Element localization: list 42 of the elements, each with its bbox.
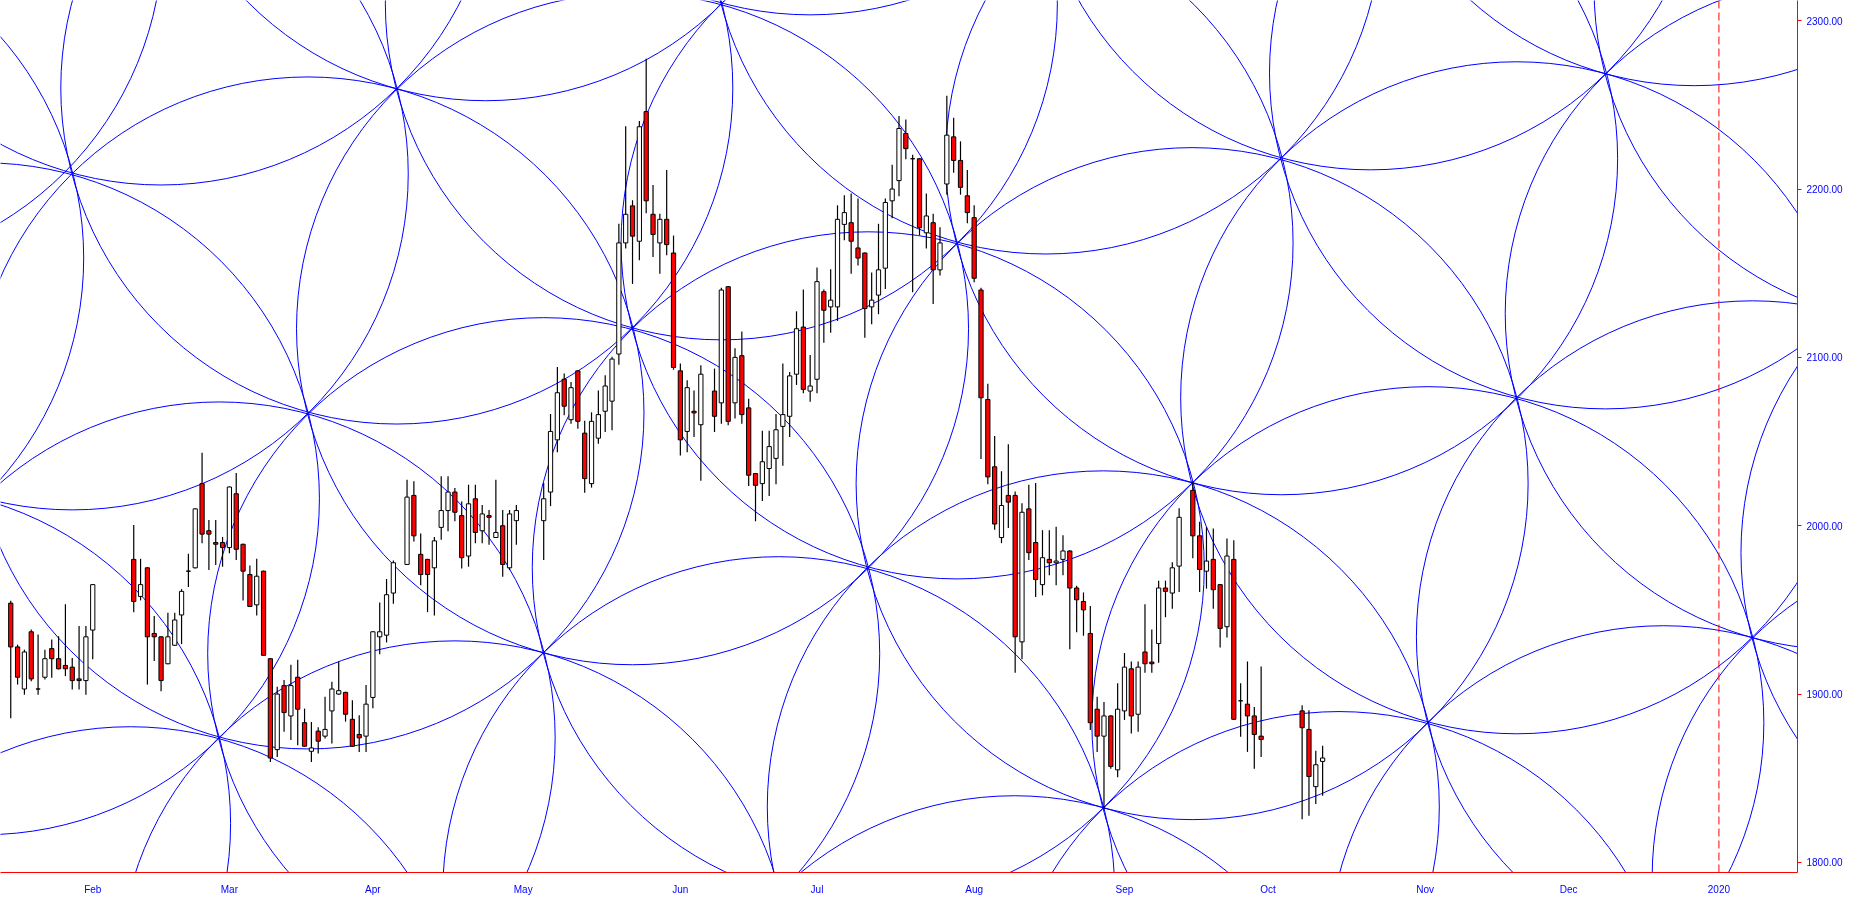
candlestick [1251, 706, 1257, 769]
candlestick [418, 533, 424, 586]
candlestick [541, 483, 547, 560]
candlestick [1244, 661, 1251, 752]
y-tick-label: 2100.00 [1806, 352, 1844, 364]
y-tick-label: 1900.00 [1806, 689, 1844, 701]
candlestick [1203, 526, 1210, 589]
candlestick [889, 164, 895, 219]
x-tick-label: Nov [1416, 883, 1435, 895]
y-tick-label: 2300.00 [1806, 15, 1844, 27]
candlestick [424, 558, 431, 613]
candlestick [35, 634, 41, 695]
x-tick-label: Jul [810, 883, 824, 895]
candlestick [1258, 666, 1264, 757]
candlestick [178, 589, 185, 645]
candlestick [308, 722, 315, 762]
candlestick [342, 691, 349, 722]
candlestick [213, 520, 219, 566]
candlestick [1320, 745, 1326, 796]
candlestick [42, 649, 48, 680]
y-tick-label: 1800.00 [1806, 857, 1844, 869]
y-tick-label: 2200.00 [1806, 184, 1844, 196]
x-tick-label: Aug [965, 883, 984, 895]
candlestick [301, 708, 308, 747]
x-tick-label: Mar [220, 883, 239, 895]
candlestick [219, 536, 226, 567]
candlestick [964, 169, 970, 224]
candlestick [595, 390, 601, 444]
x-tick-label: Apr [365, 883, 382, 895]
candlestick [1299, 705, 1305, 820]
candlestick [1080, 592, 1087, 636]
x-tick-label: Dec [1559, 883, 1578, 895]
candlestick [513, 504, 519, 545]
candlestick [752, 472, 759, 522]
y-tick-label: 2000.00 [1806, 520, 1844, 532]
x-tick-label: 2020 [1707, 883, 1731, 895]
candlestick [1162, 580, 1169, 618]
x-tick-label: Feb [84, 883, 102, 895]
x-tick-label: Jun [672, 883, 689, 895]
x-tick-label: Sep [1115, 883, 1134, 895]
x-tick-label: Oct [1260, 883, 1276, 895]
x-tick-label: May [513, 883, 533, 895]
